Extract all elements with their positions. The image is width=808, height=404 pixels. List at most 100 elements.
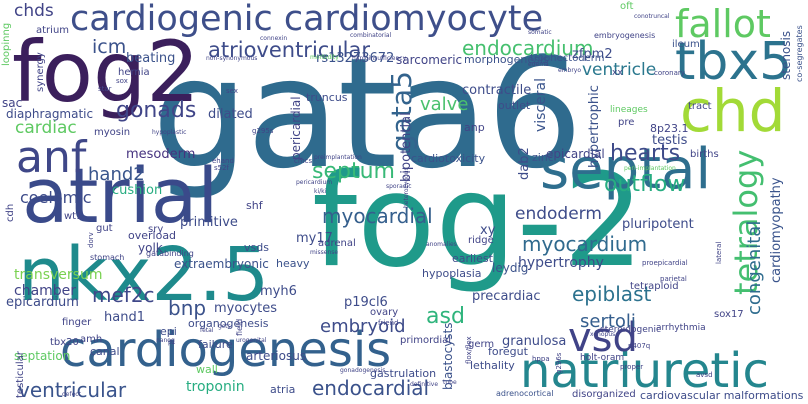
word-cushion: cushion xyxy=(112,183,163,198)
word-endocardium: endocardium xyxy=(462,36,594,60)
word-gut: gut xyxy=(96,223,113,234)
word-combinatorial: combinatorial xyxy=(350,32,392,39)
word-epicardium: epicardium xyxy=(6,295,79,310)
word-gonadogenesis: gonadogenesis xyxy=(340,367,386,374)
word-s52f: s52f xyxy=(214,164,230,172)
word-myocardium: myocardium xyxy=(522,232,648,256)
word-amh: amh xyxy=(80,334,103,345)
word-hand2: hand2 xyxy=(88,164,145,185)
word-extraembryonic: extraembryonic xyxy=(174,257,269,271)
word-myosin: myosin xyxy=(94,127,131,138)
word-xenopus: xenopus xyxy=(590,331,616,338)
word-preimplantation: preimplantation xyxy=(314,154,362,161)
word-cardiogenesis: cardiogenesis xyxy=(60,322,392,378)
word-adrenocortical: adrenocortical xyxy=(496,389,554,398)
word-septum: septum xyxy=(312,159,395,184)
word-fog-2: fog-2 xyxy=(312,147,645,296)
word-valve: valve xyxy=(420,94,469,115)
word-coelomic: coelomic xyxy=(20,188,92,207)
word-primitive: primitive xyxy=(180,215,238,230)
word-wt1: wt1 xyxy=(64,211,83,222)
word-epicardial: epicardial xyxy=(546,147,605,161)
word-rs13273672: rs13273672 xyxy=(316,51,395,66)
word-proepicardial: proepicardial xyxy=(642,259,688,267)
word-xy: xy xyxy=(480,223,496,238)
word-lethality: lethality xyxy=(470,359,515,372)
word-bnp: bnp xyxy=(168,296,207,320)
word-canal: canal xyxy=(90,345,120,358)
word-gatabinding: gatabinding xyxy=(146,249,194,258)
word-cardiac: cardiac xyxy=(15,118,77,138)
word-8p23-1: 8p23.1 xyxy=(650,122,689,135)
word-organogenesis: organogenesis xyxy=(188,317,269,330)
word-germ: germ xyxy=(468,339,495,350)
word-embryoid: embryoid xyxy=(320,316,406,337)
word-p1: p1 xyxy=(168,339,176,346)
word-outlet: outlet xyxy=(498,99,531,112)
word-testis: testis xyxy=(652,133,688,148)
word-pericardium: pericardium xyxy=(296,179,333,186)
word-dorv: dorv xyxy=(87,232,95,248)
word-truncus: truncus xyxy=(306,91,348,104)
word-dilated: dilated xyxy=(208,107,253,122)
word-cardiomyopathy: cardiomyopathy xyxy=(769,177,784,283)
word-tetraploid: tetraploid xyxy=(630,281,679,292)
word-primordial: primordial xyxy=(400,335,452,346)
word-troponin: troponin xyxy=(186,379,245,395)
word-gonads: gonads xyxy=(116,98,197,123)
word-tbx5: tbx5 xyxy=(675,32,793,92)
word-cardiovascular-malformations: cardiovascular malformations xyxy=(640,389,804,402)
word-somatic: somatic xyxy=(528,29,552,36)
word-chd: chd xyxy=(680,77,786,145)
word-p407q: p407q xyxy=(628,342,651,350)
word-lineages: lineages xyxy=(610,105,648,115)
word-vsd: vsd xyxy=(568,315,638,361)
word-earliest: earliest xyxy=(452,252,493,265)
word-atrioventricular: atrioventricular xyxy=(208,38,370,62)
word-foregut: foregut xyxy=(488,345,528,358)
word-stenosis: stenosis xyxy=(779,30,793,80)
word-lateral: lateral xyxy=(715,241,723,264)
word-births: births xyxy=(690,149,719,160)
word-anp: anp xyxy=(464,121,485,134)
word-ehand: ehand xyxy=(212,157,234,165)
word-my17: my17 xyxy=(296,231,333,246)
word-cdh: cdh xyxy=(5,203,16,222)
word-icm: icm xyxy=(92,36,127,58)
word-pericardial: pericardial xyxy=(289,96,303,160)
word-precardiac: precardiac xyxy=(472,289,541,304)
word-haploinsufficiency: haploinsufficiency xyxy=(352,55,407,62)
word-fallot: fallot xyxy=(675,2,771,46)
word-chds: chds xyxy=(14,1,54,21)
word-edema: edema xyxy=(528,61,549,68)
word-epiblast: epiblast xyxy=(572,282,652,306)
word-atrial: atrial xyxy=(22,151,219,240)
word-arteriosus: arteriosus xyxy=(246,349,307,363)
word-testicular: testicular xyxy=(15,351,26,398)
word-sarcomeric: sarcomeric xyxy=(396,53,463,67)
word-anomalies: anomalies xyxy=(426,241,457,248)
word-atrium: atrium xyxy=(36,25,70,36)
word-diaphragmatic: diaphragmatic xyxy=(6,107,94,121)
word-anf: anf xyxy=(16,132,87,183)
word-definitive: definitive xyxy=(410,381,439,388)
word-shf: shf xyxy=(246,199,263,212)
word-endoderm: endoderm xyxy=(515,204,602,224)
word-hypoplastic: hypoplastic xyxy=(152,129,187,136)
word-morbidity: morbidity xyxy=(310,54,339,61)
word-embryogenesis: embryogenesis xyxy=(594,31,656,40)
word-mef2c: mef2c xyxy=(92,283,155,307)
word-cardiogenic-cardiomyocyte: cardiogenic cardiomyocyte xyxy=(70,0,544,39)
word-ovary: ovary xyxy=(370,307,399,318)
word-trophectoderm: trophectoderm xyxy=(530,53,605,64)
word-connexin: connexin xyxy=(260,35,288,42)
word-overload: overload xyxy=(128,229,177,242)
word-mesoderm: mesoderm xyxy=(126,147,196,162)
word-septal: septal xyxy=(540,137,712,202)
word-vsds: vsds xyxy=(244,241,269,254)
word-hypoplasia: hypoplasia xyxy=(422,267,482,280)
word-gata6: gata6 xyxy=(152,25,583,202)
word-sertoli: sertoli xyxy=(580,311,636,332)
word-loopinng: loopinng xyxy=(1,22,12,66)
